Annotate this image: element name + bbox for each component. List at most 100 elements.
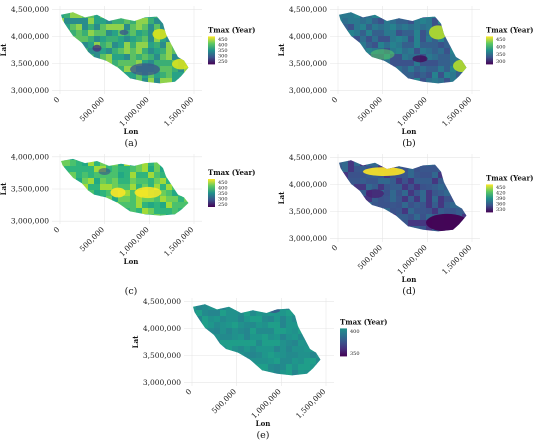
x-tick-label: 500,000: [210, 387, 238, 415]
x-tick-label: 0: [330, 243, 340, 253]
x-tick-label: 0: [52, 225, 62, 235]
colorbar-tick-label: 350: [218, 48, 228, 54]
map-svg: 3,000,000 3,500,000 4,000,000 4,500,000 0 500…: [0, 5, 255, 149]
y-tick-label: 3,500,000: [11, 185, 49, 194]
heat-blob: [453, 59, 467, 72]
y-tick-label: 4,000,000: [11, 32, 49, 41]
legend-title: Tmax (Year): [208, 25, 255, 34]
x-tick-label: 500,000: [78, 225, 106, 253]
map-panel-c: 3,000,000 3,500,000 4,000,000 0 500,000 1,000…: [0, 148, 272, 298]
x-tick-label: 500,000: [78, 95, 106, 123]
y-axis-label: Lat: [278, 43, 286, 56]
heat-blob: [134, 186, 162, 199]
map-svg: 3,000,000 3,500,000 4,000,000 4,500,000 0 500…: [277, 5, 533, 149]
map-panel-a: 3,000,000 3,500,000 4,000,000 4,500,000 0 500…: [0, 0, 272, 150]
y-axis-label: Lat: [278, 191, 286, 204]
heat-blob: [98, 168, 111, 175]
y-tick-label: 3,000,000: [289, 234, 327, 243]
y-tick-label: 3,500,000: [289, 59, 327, 68]
colorbar-tick-label: 350: [218, 191, 228, 197]
colorbar-tick-label: 450: [496, 185, 506, 191]
x-tick-label: 1,500,000: [440, 243, 474, 277]
colorbar-tick-label: 330: [496, 207, 506, 213]
y-axis-label: Lat: [0, 43, 8, 56]
heat-blob: [366, 189, 384, 198]
colorbar-tick-label: 400: [218, 185, 228, 191]
y-tick-label: 3,500,000: [289, 207, 327, 216]
x-tick-label: 1,500,000: [294, 387, 328, 421]
y-tick-label: 3,000,000: [11, 86, 49, 95]
colorbar-tick-label: 250: [218, 202, 228, 208]
x-tick-label: 1,000,000: [249, 387, 283, 421]
colorbar: [340, 328, 347, 357]
x-tick-label: 1,000,000: [395, 243, 429, 277]
panel-label: (e): [256, 430, 269, 441]
y-tick-label: 4,000,000: [143, 324, 181, 333]
colorbar-tick-label: 300: [496, 59, 506, 65]
colorbar: [486, 36, 493, 65]
heat-blob: [119, 29, 129, 36]
map-panel-e: 3,000,000 3,500,000 4,000,000 4,500,000 0 500…: [131, 292, 404, 442]
y-tick-label: 4,500,000: [143, 297, 181, 306]
colorbar-tick-label: 450: [218, 37, 228, 43]
x-tick-label: 0: [184, 387, 194, 397]
colorbar-tick-label: 350: [350, 351, 360, 357]
colorbar-tick-label: 450: [218, 180, 228, 186]
colorbar-tick-label: 300: [218, 196, 228, 202]
x-axis-label: Lon: [124, 257, 139, 266]
x-tick-label: 0: [52, 95, 62, 105]
colorbar: [208, 179, 215, 207]
y-tick-label: 3,500,000: [143, 351, 181, 360]
heat-blob: [110, 187, 126, 198]
y-tick-label: 4,000,000: [289, 180, 327, 189]
map-svg: 3,000,000 3,500,000 4,000,000 4,500,000 0 500…: [277, 153, 533, 297]
panel-label: (b): [402, 138, 416, 149]
legend-title: Tmax (Year): [486, 25, 533, 34]
heat-blob: [92, 44, 102, 52]
x-axis-label: Lon: [402, 275, 417, 284]
heat-blob: [152, 28, 168, 40]
map-svg: 3,000,000 3,500,000 4,000,000 0 500,000 1,000…: [0, 152, 255, 297]
x-tick-label: 500,000: [356, 243, 384, 271]
x-axis-label: Lon: [124, 127, 139, 136]
y-tick-label: 4,500,000: [289, 5, 327, 14]
x-tick-label: 500,000: [356, 95, 384, 123]
y-tick-label: 4,500,000: [11, 5, 49, 14]
colorbar: [208, 36, 215, 65]
map-panel-b: 3,000,000 3,500,000 4,000,000 4,500,000 0 500…: [277, 0, 550, 150]
colorbar-tick-label: 350: [496, 52, 506, 58]
legend-title: Tmax (Year): [486, 173, 533, 182]
x-tick-label: 0: [330, 95, 340, 105]
y-tick-label: 4,000,000: [11, 152, 49, 161]
heat-blob: [370, 49, 395, 60]
y-axis-label: Lat: [132, 335, 140, 348]
map-svg: 3,000,000 3,500,000 4,000,000 4,500,000 0 500…: [131, 297, 387, 441]
x-tick-label: 1,500,000: [162, 95, 196, 129]
x-tick-label: 1,000,000: [117, 95, 151, 129]
colorbar-tick-label: 450: [496, 37, 506, 43]
colorbar-tick-label: 420: [496, 191, 506, 197]
y-tick-label: 4,000,000: [289, 32, 327, 41]
map-panel-d: 3,000,000 3,500,000 4,000,000 4,500,000 0 500…: [277, 148, 550, 298]
y-axis-label: Lat: [0, 182, 8, 195]
x-tick-label: 1,500,000: [162, 225, 196, 259]
y-tick-label: 4,500,000: [289, 153, 327, 162]
colorbar-tick-label: 390: [496, 196, 506, 202]
x-axis-label: Lon: [256, 419, 271, 428]
x-tick-label: 1,500,000: [440, 95, 474, 129]
x-tick-label: 1,000,000: [117, 225, 151, 259]
heat-blob: [363, 167, 405, 176]
panel-label: (d): [402, 286, 416, 297]
heat-blob: [130, 63, 160, 76]
legend-title: Tmax (Year): [208, 168, 255, 177]
y-tick-label: 3,000,000: [11, 217, 49, 226]
panel-label: (a): [124, 138, 137, 149]
x-axis-label: Lon: [402, 127, 417, 136]
colorbar-tick-label: 400: [218, 43, 228, 49]
colorbar-tick-label: 300: [218, 54, 228, 60]
colorbar-tick-label: 400: [350, 329, 360, 335]
y-tick-label: 3,000,000: [289, 86, 327, 95]
legend-title: Tmax (Year): [340, 317, 387, 326]
colorbar-tick-label: 360: [496, 202, 506, 208]
panel-label: (c): [125, 286, 138, 297]
